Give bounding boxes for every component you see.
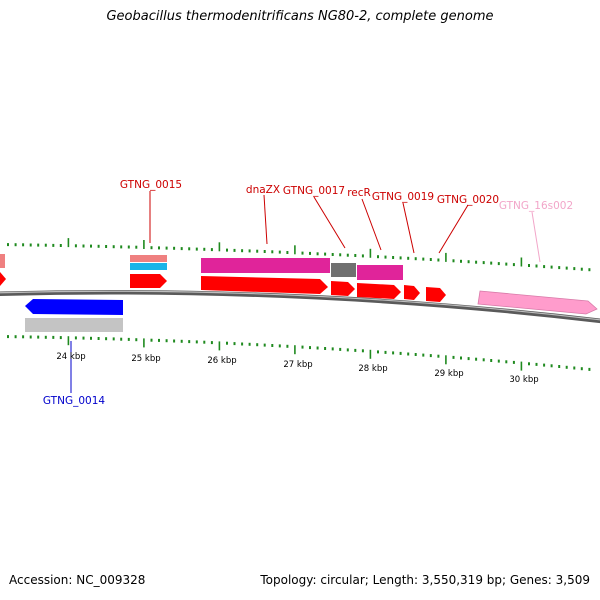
scale-label: 26 kbp bbox=[207, 356, 236, 366]
feature-bar[interactable] bbox=[130, 255, 167, 262]
cds-track-forward bbox=[0, 272, 446, 302]
cds-arrow[interactable] bbox=[357, 283, 401, 299]
gene-label-gtng-0019[interactable]: GTNG_0019 bbox=[372, 191, 434, 203]
gene-label-gtng-0015[interactable]: GTNG_0015 bbox=[120, 179, 182, 191]
gene-label-gtng-0020[interactable]: GTNG_0020 bbox=[437, 194, 499, 206]
feature-bar[interactable] bbox=[130, 263, 167, 270]
gene-label-gtng-0017[interactable]: GTNG_0017 bbox=[283, 185, 345, 197]
cds-track-reverse bbox=[25, 299, 123, 332]
accession-text: Accession: NC_009328 bbox=[9, 573, 146, 587]
feature-bar[interactable] bbox=[201, 258, 330, 273]
scale-label: 30 kbp bbox=[509, 375, 538, 385]
cds-arrow[interactable] bbox=[25, 299, 123, 315]
gene-label-dnazx[interactable]: dnaZX bbox=[246, 184, 280, 196]
genome-summary-text: Topology: circular; Length: 3,550,319 bp… bbox=[260, 573, 590, 587]
cds-arrow[interactable] bbox=[426, 287, 446, 302]
cds-arrow[interactable] bbox=[0, 272, 6, 286]
scale-label: 28 kbp bbox=[358, 364, 387, 374]
cds-arrow[interactable] bbox=[130, 274, 167, 288]
label-leaders bbox=[70, 191, 541, 393]
cds-arrow[interactable] bbox=[404, 285, 420, 300]
rrna-arrow[interactable] bbox=[477, 290, 598, 315]
feature-bar[interactable] bbox=[331, 263, 356, 277]
feature-bar[interactable] bbox=[357, 265, 403, 280]
scale-label: 29 kbp bbox=[434, 369, 463, 379]
feature-track-outer bbox=[0, 254, 403, 280]
scale-label-group: 24 kbp 25 kbp 26 kbp 27 kbp 28 kbp 29 kb… bbox=[56, 352, 538, 385]
feature-bar[interactable] bbox=[25, 318, 123, 332]
outer-tick-row bbox=[7, 238, 591, 272]
scale-label: 24 kbp bbox=[56, 352, 85, 362]
scale-label: 25 kbp bbox=[131, 354, 160, 364]
gene-label-gtng-16s002[interactable]: GTNG_16s002 bbox=[499, 200, 573, 212]
gene-label-recr[interactable]: recR bbox=[347, 187, 371, 199]
cds-arrow[interactable] bbox=[331, 281, 355, 296]
rrna-track bbox=[477, 290, 598, 315]
gene-label-group: GTNG_0015 dnaZX GTNG_0017 recR GTNG_0019… bbox=[43, 179, 573, 407]
map-title: Geobacillus thermodenitrificans NG80-2, … bbox=[106, 9, 494, 24]
gene-label-gtng-0014[interactable]: GTNG_0014 bbox=[43, 395, 105, 407]
genome-backbone bbox=[0, 289, 600, 324]
inner-tick-row bbox=[7, 335, 591, 371]
scale-label: 27 kbp bbox=[283, 360, 312, 370]
feature-bar[interactable] bbox=[0, 254, 5, 268]
cds-arrow[interactable] bbox=[201, 276, 328, 294]
